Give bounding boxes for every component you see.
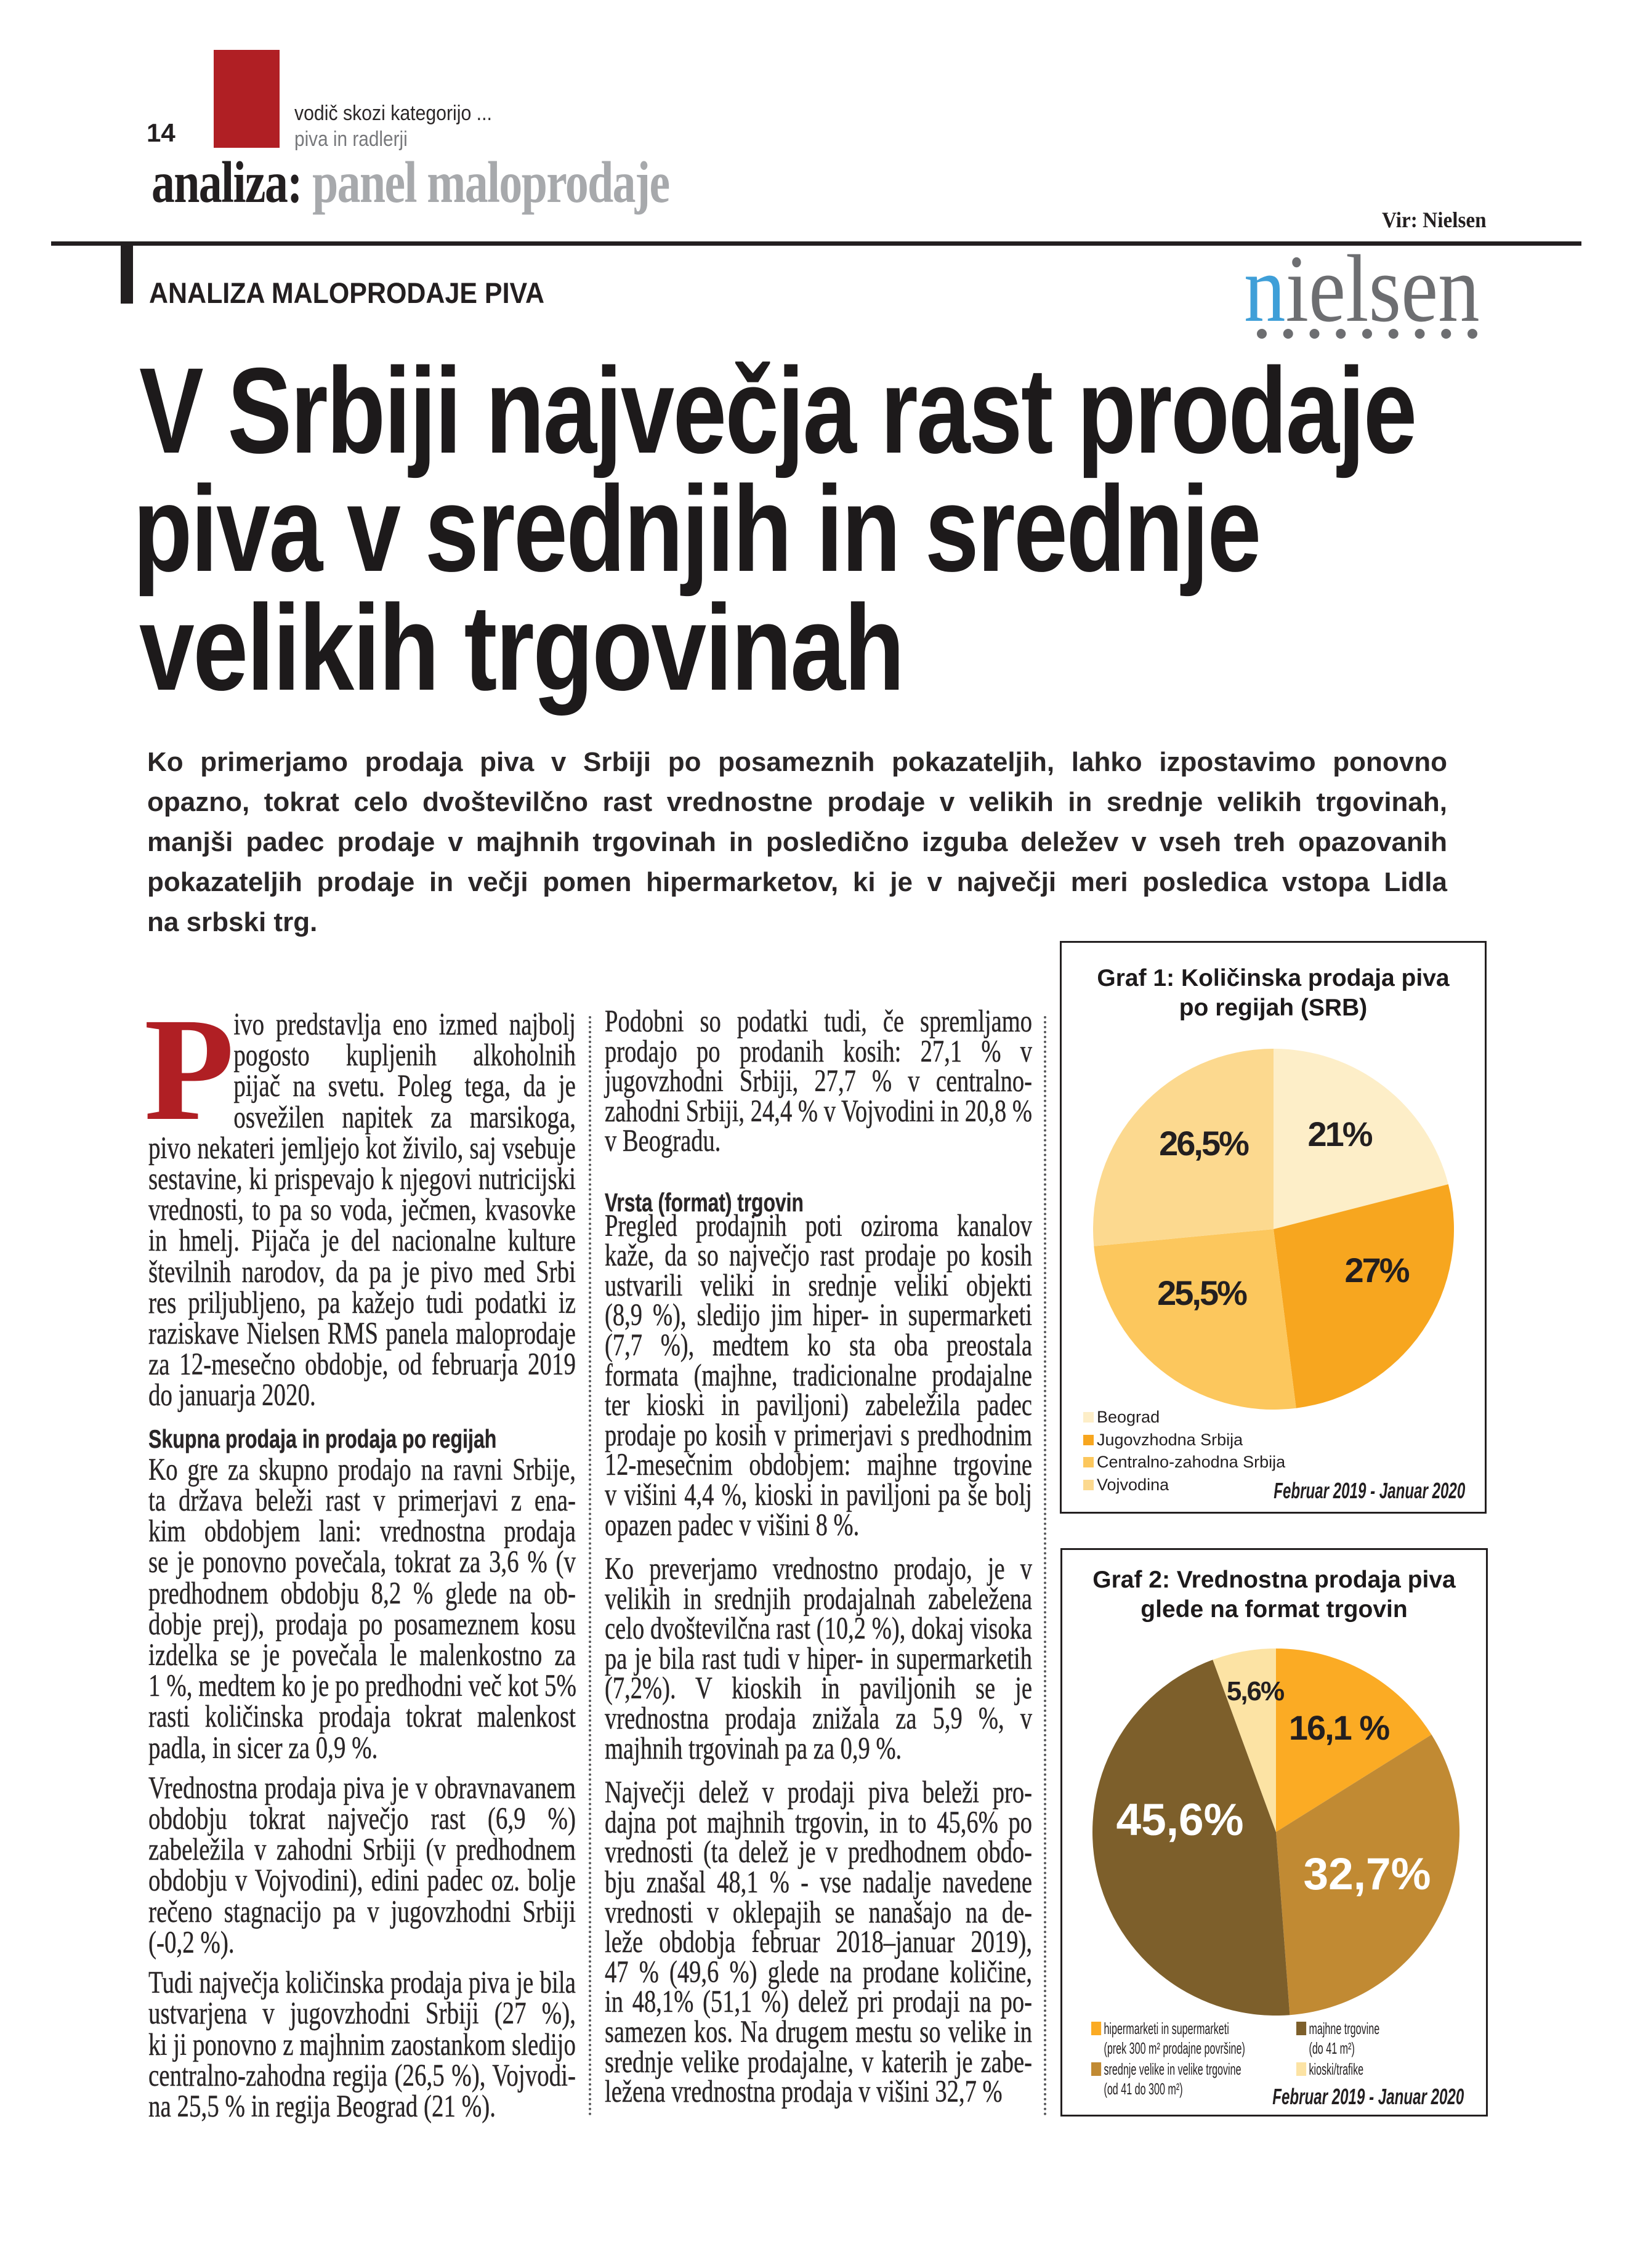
- svg-text:21%: 21%: [1307, 1115, 1372, 1153]
- svg-text:26,5%: 26,5%: [1159, 1124, 1249, 1163]
- svg-text:45,6%: 45,6%: [1116, 1795, 1244, 1845]
- svg-text:16,1 %: 16,1 %: [1289, 1708, 1390, 1747]
- svg-text:25,5%: 25,5%: [1157, 1273, 1247, 1312]
- svg-text:27%: 27%: [1344, 1251, 1409, 1289]
- svg-text:5,6%: 5,6%: [1227, 1676, 1284, 1706]
- svg-text:32,7%: 32,7%: [1304, 1849, 1431, 1899]
